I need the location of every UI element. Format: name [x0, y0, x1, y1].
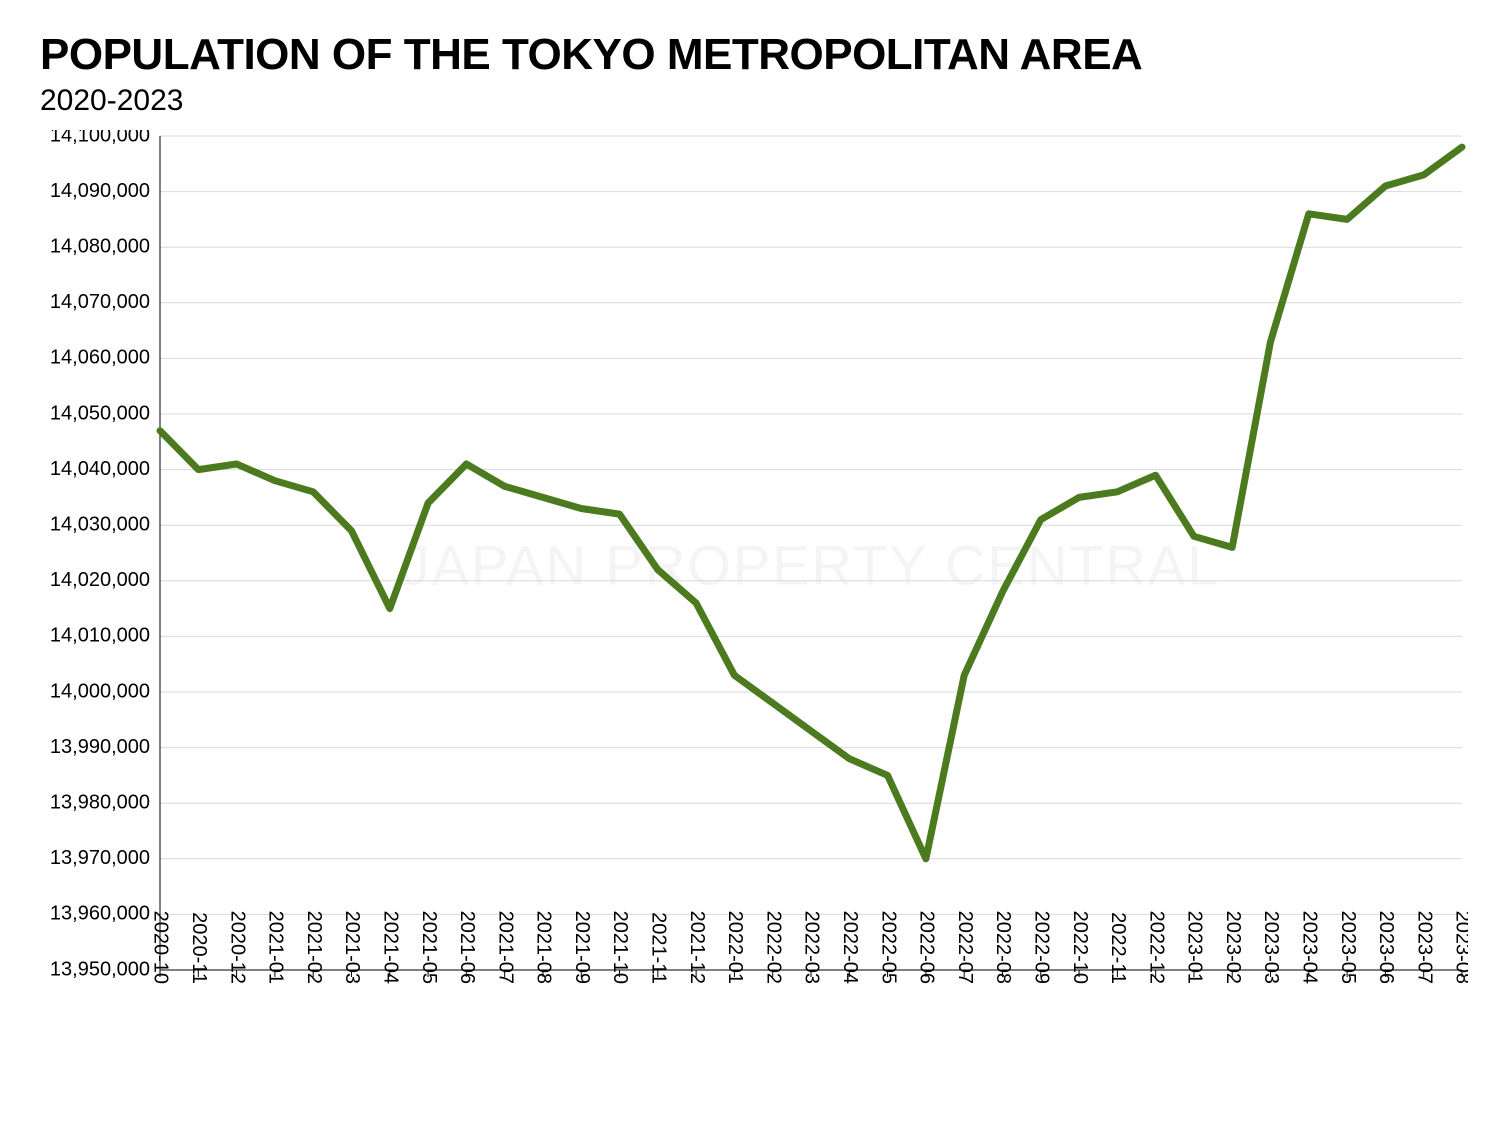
x-tick-label: 2023-07 — [1413, 911, 1435, 984]
x-tick-label: 2021-08 — [533, 911, 555, 984]
x-tick-label: 2022-08 — [992, 911, 1014, 984]
x-tick-label: 2021-07 — [494, 911, 516, 984]
x-tick-label: 2021-11 — [648, 912, 670, 984]
y-tick-label: 13,990,000 — [50, 736, 150, 758]
x-tick-label: 2023-06 — [1375, 911, 1397, 984]
x-tick-label: 2021-02 — [303, 911, 325, 984]
x-tick-label: 2021-06 — [456, 911, 478, 984]
chart-title: POPULATION OF THE TOKYO METROPOLITAN ARE… — [40, 30, 1468, 80]
x-tick-label: 2020-11 — [188, 912, 210, 984]
x-tick-label: 2021-09 — [571, 911, 593, 984]
x-tick-label: 2022-01 — [724, 911, 746, 984]
x-tick-label: 2023-02 — [1222, 911, 1244, 984]
x-tick-label: 2020-12 — [226, 911, 248, 984]
y-tick-label: 14,030,000 — [50, 513, 150, 535]
y-tick-label: 14,000,000 — [50, 680, 150, 702]
x-tick-label: 2021-04 — [379, 911, 401, 984]
line-chart: JAPAN PROPERTY CENTRAL 13,950,000 13,960,0… — [40, 130, 1468, 1100]
x-tick-label: 2023-03 — [1260, 911, 1282, 984]
x-tick-label: 2022-04 — [839, 911, 861, 984]
x-tick-label: 2021-03 — [341, 911, 363, 984]
y-tick-label: 13,980,000 — [50, 791, 150, 813]
x-tick-label: 2022-11 — [1107, 912, 1129, 984]
x-tick-label: 2023-01 — [1184, 911, 1206, 984]
chart-container: JAPAN PROPERTY CENTRAL 13,950,000 13,960,0… — [40, 130, 1468, 1100]
x-tick-label: 2022-07 — [954, 911, 976, 984]
x-tick-label: 2023-05 — [1337, 911, 1359, 984]
y-tick-label: 14,070,000 — [50, 291, 150, 313]
x-tick-label: 2022-02 — [762, 911, 784, 984]
x-tick-label: 2023-04 — [1299, 911, 1321, 984]
x-tick-label: 2022-09 — [1030, 911, 1052, 984]
y-tick-label: 14,100,000 — [50, 130, 150, 146]
y-tick-label: 14,060,000 — [50, 347, 150, 369]
y-tick-label: 14,090,000 — [50, 180, 150, 202]
y-tick-label: 13,960,000 — [50, 903, 150, 925]
x-tick-label: 2020-10 — [150, 911, 172, 984]
chart-subtitle: 2020-2023 — [40, 84, 1468, 118]
x-tick-label: 2022-03 — [801, 911, 823, 984]
x-tick-label: 2022-10 — [1069, 911, 1091, 984]
watermark-text: JAPAN PROPERTY CENTRAL — [402, 533, 1221, 596]
x-tick-label: 2021-05 — [418, 911, 440, 984]
x-tick-label: 2021-10 — [609, 911, 631, 984]
y-tick-label: 13,970,000 — [50, 847, 150, 869]
y-tick-label: 14,050,000 — [50, 402, 150, 424]
x-tick-label: 2021-12 — [686, 911, 708, 984]
y-tick-label: 14,010,000 — [50, 625, 150, 647]
x-tick-label: 2022-06 — [916, 911, 938, 984]
y-tick-label: 14,040,000 — [50, 458, 150, 480]
x-tick-label: 2022-05 — [877, 911, 899, 984]
x-tick-label: 2023-08 — [1452, 911, 1468, 984]
x-tick-label: 2021-01 — [265, 911, 287, 984]
page: POPULATION OF THE TOKYO METROPOLITAN ARE… — [0, 0, 1508, 1140]
y-tick-label: 14,020,000 — [50, 569, 150, 591]
x-tick-label: 2022-12 — [1145, 911, 1167, 984]
y-tick-label: 14,080,000 — [50, 235, 150, 257]
y-tick-label: 13,950,000 — [50, 958, 150, 980]
